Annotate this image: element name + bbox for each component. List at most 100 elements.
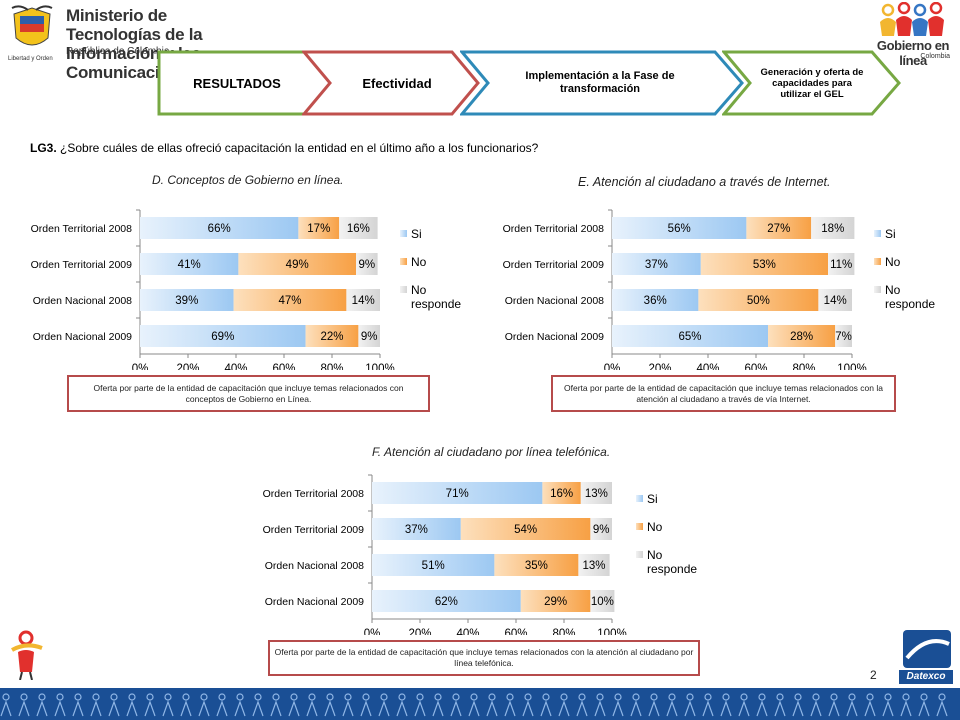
bar-segment-si <box>140 217 299 239</box>
data-label: 17% <box>307 223 330 235</box>
footer-figure-body <box>612 700 624 717</box>
x-tick-label: 20% <box>648 363 671 370</box>
chart-e: 0% 20% 40% 60% 80% 100% Orden Territorial 2008… <box>478 200 958 375</box>
bar-segment-no-responde <box>811 217 855 239</box>
data-label: 28% <box>790 331 813 343</box>
question-body: ¿Sobre cuáles de ellas ofreció capacitac… <box>56 141 539 155</box>
footer-figure-head <box>902 693 910 701</box>
footer-figure-head <box>110 693 118 701</box>
data-label: 35% <box>525 560 548 572</box>
footer-figure-head <box>290 693 298 701</box>
data-label: 62% <box>435 596 458 608</box>
chart-d-title: D. Conceptos de Gobierno en línea. <box>152 173 344 187</box>
category-label: Orden Territorial 2009 <box>503 259 605 271</box>
x-tick-label: 0% <box>604 363 621 370</box>
data-label: 14% <box>824 295 847 307</box>
bar-segment-no-responde <box>835 325 852 347</box>
footer-figure-body <box>54 700 66 717</box>
footer-figure-body <box>522 700 534 717</box>
data-label: 22% <box>320 331 343 343</box>
bar-segment-si <box>372 482 543 504</box>
category-label: Orden Territorial 2009 <box>263 524 365 536</box>
footer-figure-head <box>38 693 46 701</box>
footer-figure-body <box>504 700 516 717</box>
footer-figure-head <box>416 693 424 701</box>
chevron-shape <box>302 50 480 116</box>
footer-figure-head <box>524 693 532 701</box>
bar-segment-no <box>305 325 359 347</box>
footer-figure-head <box>20 693 28 701</box>
footer-figure-head <box>56 693 64 701</box>
footer-figure-body <box>90 700 102 717</box>
footer-figure-body <box>0 700 12 717</box>
datexco-emblem-icon <box>899 630 953 684</box>
footer-figure-body <box>594 700 606 717</box>
bar-segment-no-responde <box>578 554 610 576</box>
x-tick-label: 60% <box>272 363 295 370</box>
footer-figure-body <box>468 700 480 717</box>
x-tick-label: 20% <box>408 628 431 635</box>
footer-figure-head <box>686 693 694 701</box>
footer-figure-head <box>830 693 838 701</box>
legend-swatch <box>636 495 643 502</box>
bar-segment-no-responde <box>356 253 378 275</box>
data-label: 9% <box>593 524 610 536</box>
x-tick-label: 80% <box>792 363 815 370</box>
footer-figure-body <box>792 700 804 717</box>
data-label: 66% <box>208 223 231 235</box>
step-label: Efectividad <box>362 75 432 91</box>
legend-label: Si <box>647 492 658 506</box>
data-label: 65% <box>678 331 701 343</box>
footer-figure-head <box>542 693 550 701</box>
data-label: 18% <box>821 223 844 235</box>
legend-label: No responde <box>411 283 461 311</box>
data-label: 13% <box>585 488 608 500</box>
x-tick-label: 100% <box>365 363 394 370</box>
chart-f-title: F. Atención al ciudadano por línea telef… <box>372 445 611 459</box>
category-label: Orden Territorial 2009 <box>31 259 133 271</box>
footer-figure-body <box>72 700 84 717</box>
step-label: RESULTADOS <box>193 75 281 91</box>
footer-figure-head <box>218 693 226 701</box>
data-label: 29% <box>544 596 567 608</box>
bar-segment-si <box>612 325 768 347</box>
footer-figure-head <box>794 693 802 701</box>
footer-figure-body <box>252 700 264 717</box>
footer-figure-body <box>486 700 498 717</box>
footer-figure-head <box>740 693 748 701</box>
bar-segment-no <box>520 590 591 612</box>
footer-figure-body <box>450 700 462 717</box>
bar-segment-no <box>460 518 591 540</box>
footer-figure-body <box>126 700 138 717</box>
legend-label: Si <box>885 227 896 241</box>
footer-figure-head <box>146 693 154 701</box>
data-label: 49% <box>286 259 309 271</box>
legend-swatch <box>874 258 881 265</box>
footer-figure-body <box>180 700 192 717</box>
bar-segment-no <box>238 253 356 275</box>
bar-segment-no <box>494 554 579 576</box>
bar-segment-no <box>698 289 819 311</box>
bar-segment-no-responde <box>818 289 852 311</box>
footer-figure-head <box>848 693 856 701</box>
footer-figure-body <box>684 700 696 717</box>
footer-figure-head <box>560 693 568 701</box>
mascot-figure-icon <box>11 630 43 680</box>
x-tick-label: 20% <box>176 363 199 370</box>
x-tick-label: 40% <box>456 628 479 635</box>
footer-figure-head <box>488 693 496 701</box>
category-label: Orden Nacional 2008 <box>505 295 604 307</box>
chart-e-note: Oferta por parte de la entidad de capaci… <box>551 375 896 412</box>
legend-swatch <box>400 258 407 265</box>
data-label: 27% <box>767 223 790 235</box>
legend-label: Si <box>411 227 422 241</box>
datexco-logo: Datexco <box>897 628 955 686</box>
data-label: 37% <box>405 524 428 536</box>
gobierno-en-linea-logo: Gobierno en línea Colombia <box>872 2 954 68</box>
footer-figure-head <box>200 693 208 701</box>
legend-swatch <box>400 286 407 293</box>
footer-figure-head <box>920 693 928 701</box>
data-label: 7% <box>835 331 852 343</box>
bar-segment-si <box>612 289 699 311</box>
category-label: Orden Nacional 2009 <box>33 331 132 343</box>
